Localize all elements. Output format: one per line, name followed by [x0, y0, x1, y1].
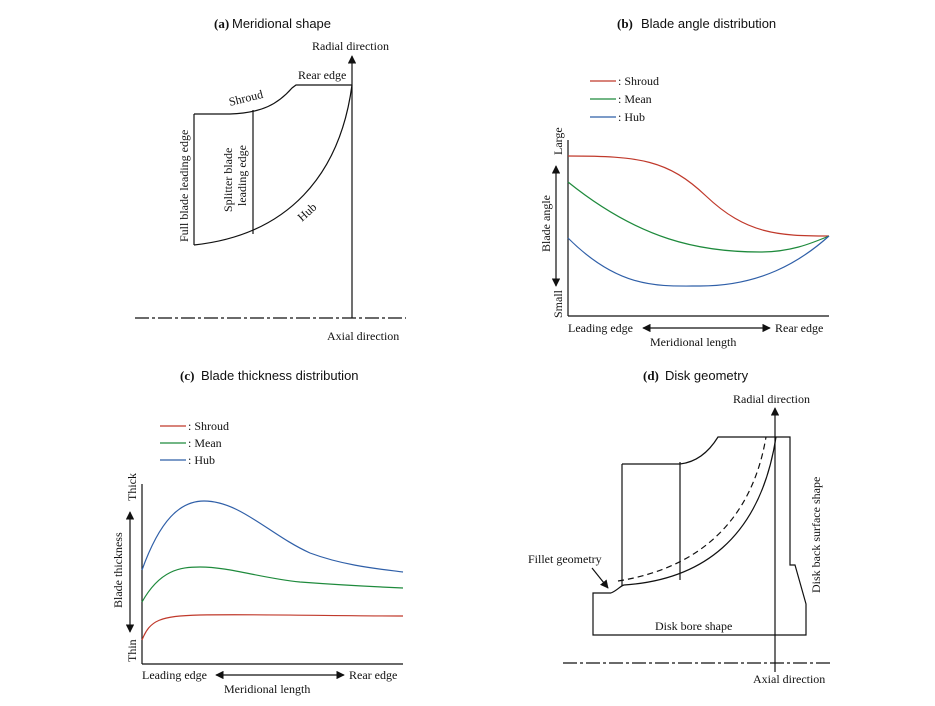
panel-a-title: Meridional shape [232, 16, 331, 31]
radial-direction-label: Radial direction [312, 39, 389, 53]
disk-back-surface-label: Disk back surface shape [809, 477, 823, 593]
panel-b-ylabel: Blade angle [539, 195, 553, 252]
fillet-pointer-arrow [591, 567, 609, 589]
axial-direction-label: Axial direction [327, 329, 399, 343]
hub-curve [193, 84, 353, 246]
panel-d-letter: (d) [643, 368, 659, 383]
blade-angle-hub-curve [567, 235, 830, 287]
panel-blade-angle: (b) Blade angle distribution : Shroud : … [539, 16, 830, 349]
panel-b-x-right: Rear edge [775, 321, 823, 335]
panel-blade-thickness: (c) Blade thickness distribution : Shrou… [111, 368, 404, 696]
disk-bore-label: Disk bore shape [655, 619, 732, 633]
panel-c-title: Blade thickness distribution [201, 368, 359, 383]
panel-meridional-shape: (a) Meridional shape Radial direction Ax… [135, 16, 406, 343]
full-blade-leading-edge-label: Full blade leading edge [177, 130, 191, 242]
panel-b-x-left: Leading edge [568, 321, 633, 335]
disk-fillet-dashed-curve [617, 436, 767, 582]
thickness-mean-curve [141, 566, 404, 603]
disk-hub-curve [610, 436, 777, 594]
legend-b-hub-label: : Hub [618, 110, 645, 124]
rear-edge-label: Rear edge [298, 68, 346, 82]
legend-b-shroud-label: : Shroud [618, 74, 659, 88]
splitter-label-line1: Splitter blade [221, 148, 235, 212]
panel-c-xlabel: Meridional length [224, 682, 310, 696]
panel-b-letter: (b) [617, 16, 633, 31]
panel-b-y-high: Large [551, 127, 565, 155]
panel-c-x-left: Leading edge [142, 668, 207, 682]
panel-b-title: Blade angle distribution [641, 16, 776, 31]
legend-b-mean-label: : Mean [618, 92, 652, 106]
legend-c-mean-label: : Mean [188, 436, 222, 450]
disk-axial-label: Axial direction [753, 672, 825, 686]
panel-d-title: Disk geometry [665, 368, 749, 383]
blade-angle-mean-curve [567, 181, 830, 253]
panel-b-y-low: Small [551, 289, 565, 318]
legend-c-hub-label: : Hub [188, 453, 215, 467]
panel-disk-geometry: (d) Disk geometry Radial direction Axial… [528, 368, 832, 686]
disk-radial-label: Radial direction [733, 392, 810, 406]
panel-c-ylabel: Blade thickness [111, 532, 125, 608]
panel-b-xlabel: Meridional length [650, 335, 736, 349]
panel-c-y-high: Thick [125, 473, 139, 501]
disk-outline [592, 436, 807, 636]
hub-label: Hub [295, 200, 320, 224]
blade-angle-shroud-curve [567, 155, 830, 237]
legend-c-shroud-label: : Shroud [188, 419, 229, 433]
panel-c-x-right: Rear edge [349, 668, 397, 682]
shroud-label: Shroud [227, 87, 264, 109]
thickness-shroud-curve [141, 614, 404, 641]
panel-c-letter: (c) [180, 368, 194, 383]
splitter-label-line2: leading edge [235, 145, 249, 206]
panel-c-y-low: Thin [125, 639, 139, 662]
shroud-curve [194, 84, 352, 115]
panel-a-letter: (a) [214, 16, 229, 31]
fillet-geometry-label: Fillet geometry [528, 552, 602, 566]
thickness-hub-curve [141, 500, 404, 573]
